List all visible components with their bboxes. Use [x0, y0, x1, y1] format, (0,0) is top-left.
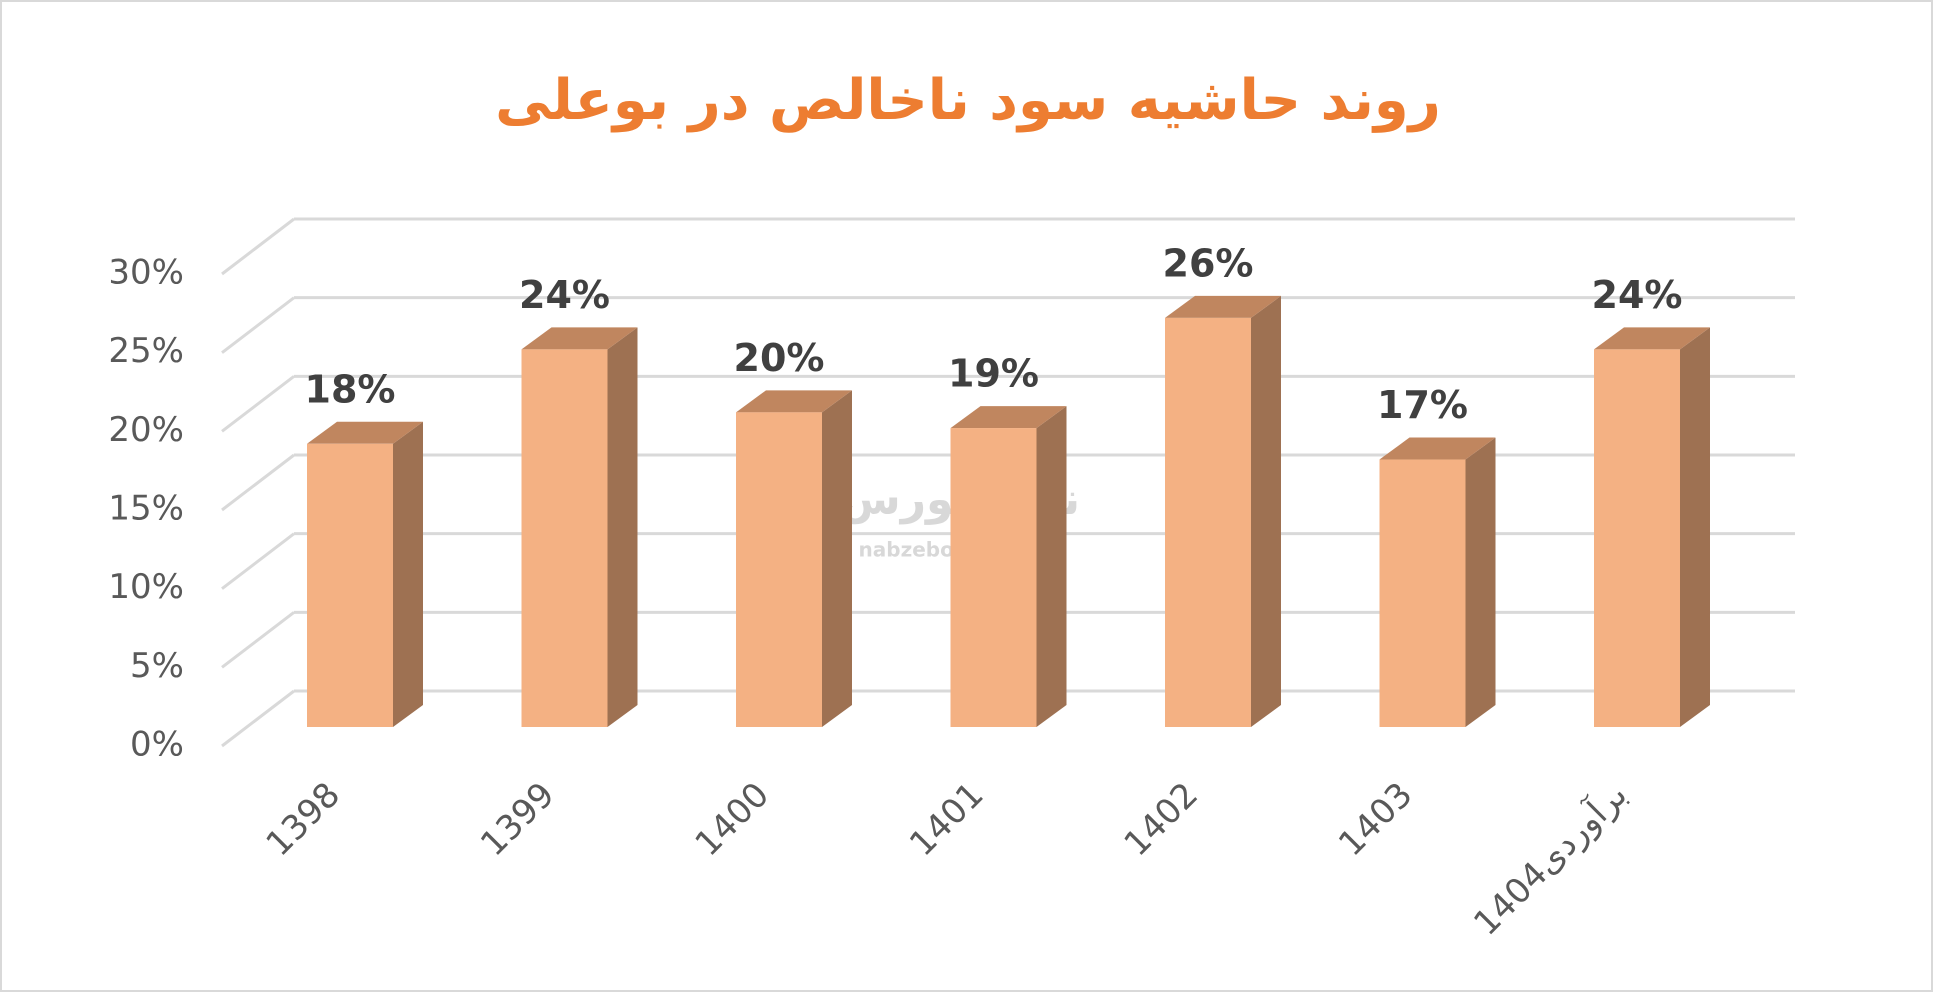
- bar-side: [822, 390, 852, 727]
- bar-top: [521, 327, 638, 350]
- grid-line: [221, 611, 295, 669]
- y-tick-label: 5%: [130, 646, 184, 686]
- bar: [1594, 349, 1680, 727]
- bar-side: [607, 327, 638, 727]
- data-label: 24%: [519, 273, 610, 317]
- data-label: 17%: [1377, 383, 1468, 427]
- bar-side: [393, 421, 423, 727]
- data-label: 24%: [1592, 273, 1683, 317]
- data-label: 19%: [948, 352, 1039, 396]
- bar: [307, 443, 393, 727]
- y-tick-label: 10%: [108, 567, 184, 607]
- grid-line: [221, 217, 295, 276]
- bar: [950, 428, 1037, 727]
- bar-side: [1465, 437, 1496, 727]
- bar-top: [1379, 437, 1496, 460]
- bar-top: [950, 406, 1067, 429]
- y-tick-label: 0%: [130, 725, 184, 765]
- grid-line: [221, 296, 295, 354]
- bar-top: [1594, 327, 1710, 350]
- bar-top: [1165, 295, 1281, 318]
- bar: [1165, 317, 1251, 727]
- y-tick-label: 20%: [108, 410, 184, 450]
- y-tick-label: 30%: [108, 253, 184, 293]
- bar-top: [307, 421, 423, 444]
- bar-side: [1251, 295, 1281, 727]
- bar-side: [1036, 406, 1067, 727]
- grid-line: [221, 375, 295, 433]
- bar-side: [1680, 327, 1710, 727]
- bar: [736, 412, 822, 727]
- data-label: 18%: [305, 367, 396, 411]
- data-label: 26%: [1163, 241, 1254, 285]
- chart-title: روند حاشیه سود ناخالص در بوعلی: [495, 68, 1441, 133]
- bar-top: [736, 390, 852, 413]
- grid-line: [221, 453, 295, 512]
- grid-line: [221, 532, 295, 590]
- bar: [1379, 459, 1466, 727]
- data-label: 20%: [734, 336, 825, 380]
- y-tick-label: 25%: [108, 331, 184, 371]
- grid-line: [221, 689, 295, 748]
- y-tick-label: 15%: [108, 489, 184, 529]
- bar: [521, 349, 608, 727]
